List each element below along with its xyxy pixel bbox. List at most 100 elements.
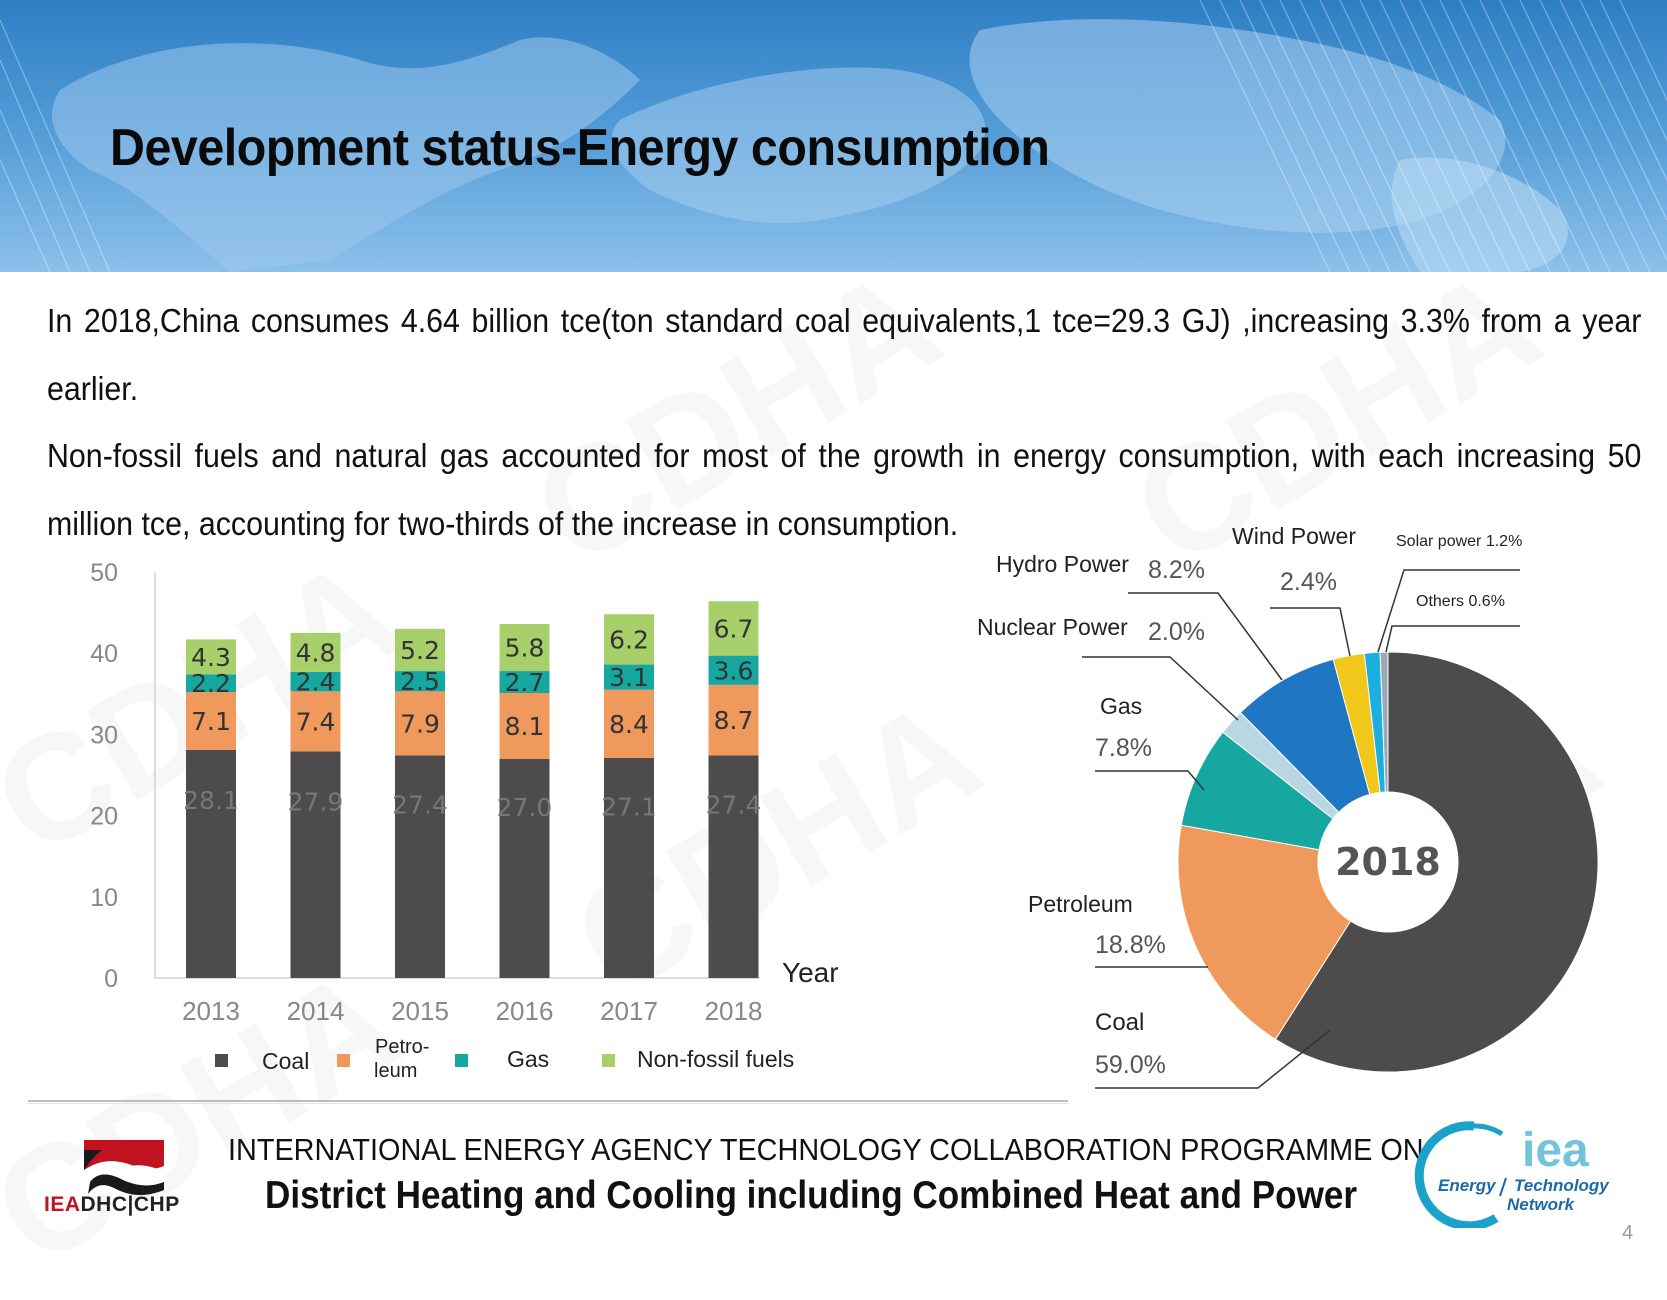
donut-center-label: 2018 bbox=[1335, 840, 1441, 884]
logo-text-iea: IEA bbox=[44, 1193, 81, 1216]
donut-label-petroleum: Petroleum bbox=[1028, 891, 1133, 917]
donut-pct-petroleum: 18.8% bbox=[1095, 931, 1166, 959]
iea-dhc-chp-logo-text: IEADHC|CHP bbox=[44, 1193, 180, 1217]
world-map-graphic bbox=[0, 0, 1667, 272]
bar-segment-non-fossil-fuels-2018 bbox=[708, 601, 759, 656]
x-tick-label: 2016 bbox=[496, 996, 554, 1026]
bar-segment-petro-leum-2017 bbox=[604, 689, 654, 758]
iea-logo-main: iea bbox=[1522, 1124, 1589, 1177]
donut-label-nuclear: Nuclear Power bbox=[977, 614, 1128, 640]
donut-label-hydro: Hydro Power bbox=[996, 551, 1129, 577]
footer-divider-shadow bbox=[28, 1103, 1068, 1104]
x-tick-label: 2018 bbox=[705, 996, 763, 1026]
bar-segment-non-fossil-fuels-2013 bbox=[186, 639, 236, 675]
legend-swatch-non-fossil bbox=[602, 1054, 615, 1067]
bar-value-label: 2.7 bbox=[505, 668, 545, 697]
bar-segment-petro-leum-2013 bbox=[186, 692, 236, 750]
bar-segment-coal-2015 bbox=[395, 755, 445, 978]
bar-segment-gas-2013 bbox=[186, 674, 236, 693]
body-paragraph-1: In 2018,China consumes 4.64 billion tce(… bbox=[47, 302, 1642, 407]
iea-logo-network: Network bbox=[1507, 1195, 1576, 1214]
legend-label-petroleum-1: Petro- bbox=[375, 1036, 430, 1058]
iea-energy-technology-network-logo: iea Energy Technology Network bbox=[1414, 1121, 1610, 1228]
y-tick-label: 50 bbox=[90, 559, 118, 587]
bar-value-label: 3.1 bbox=[609, 663, 649, 692]
x-tick-label: 2015 bbox=[391, 996, 449, 1026]
donut-label-gas: Gas bbox=[1100, 693, 1142, 719]
bar-value-label: 6.2 bbox=[609, 625, 649, 654]
bar-value-label: 3.6 bbox=[714, 656, 754, 685]
x-tick-label: 2013 bbox=[182, 996, 240, 1026]
bar-segment-non-fossil-fuels-2017 bbox=[604, 614, 654, 665]
bar-segment-coal-2018 bbox=[708, 755, 759, 978]
bar-segment-non-fossil-fuels-2016 bbox=[499, 623, 550, 672]
bar-value-label: 2.5 bbox=[400, 667, 440, 696]
donut-pct-hydro: 8.2% bbox=[1148, 556, 1205, 584]
y-tick-label: 10 bbox=[90, 884, 118, 912]
bar-value-label: 5.8 bbox=[505, 634, 545, 663]
y-tick-label: 0 bbox=[104, 965, 118, 993]
iea-logo-technology: Technology bbox=[1514, 1176, 1610, 1195]
bar-segment-petro-leum-2016 bbox=[499, 692, 550, 759]
bar-segment-gas-2016 bbox=[499, 671, 550, 693]
bar-value-label: 7.1 bbox=[191, 707, 231, 736]
bar-value-label: 5.2 bbox=[400, 636, 440, 665]
iea-logo-energy: Energy bbox=[1438, 1176, 1497, 1195]
x-tick-label: 2017 bbox=[600, 996, 658, 1026]
y-tick-label: 40 bbox=[90, 640, 118, 668]
bar-value-label: 6.7 bbox=[714, 614, 754, 643]
leader-line bbox=[1082, 656, 1239, 721]
bar-value-label: 4.8 bbox=[296, 638, 336, 667]
donut-hole bbox=[1318, 792, 1458, 932]
bar-value-label: 27.4 bbox=[392, 790, 448, 819]
leader-line bbox=[1095, 770, 1205, 791]
bar-value-label: 2.2 bbox=[191, 669, 231, 698]
bar-segment-non-fossil-fuels-2015 bbox=[395, 628, 445, 672]
legend-swatch-coal bbox=[215, 1054, 228, 1067]
bar-value-label: 2.4 bbox=[296, 668, 336, 697]
bar-value-label: 27.0 bbox=[497, 793, 553, 822]
bar-value-label: 27.4 bbox=[706, 790, 762, 819]
slide-title: Development status-Energy consumption bbox=[110, 119, 1050, 177]
leader-line bbox=[1385, 625, 1520, 653]
leader-line bbox=[1128, 592, 1283, 681]
bar-segment-petro-leum-2014 bbox=[290, 691, 341, 752]
bar-segment-coal-2013 bbox=[186, 749, 236, 978]
donut-label-wind: Wind Power bbox=[1232, 523, 1356, 549]
bar-value-label: 7.9 bbox=[400, 709, 440, 738]
bar-segment-petro-leum-2018 bbox=[708, 684, 759, 756]
bar-segment-coal-2016 bbox=[499, 758, 550, 978]
bar-value-label: 28.1 bbox=[183, 786, 239, 815]
donut-label-solar: Solar power 1.2% bbox=[1396, 533, 1522, 550]
leader-line bbox=[1377, 569, 1520, 653]
bar-segment-gas-2018 bbox=[708, 655, 759, 685]
legend-swatch-petroleum bbox=[337, 1054, 350, 1067]
bar-segment-coal-2014 bbox=[290, 751, 341, 978]
bar-segment-gas-2015 bbox=[395, 671, 445, 692]
donut-pct-coal: 59.0% bbox=[1095, 1051, 1166, 1079]
footer-programme-line: INTERNATIONAL ENERGY AGENCY TECHNOLOGY C… bbox=[228, 1132, 1424, 1167]
x-axis-title: Year bbox=[782, 957, 839, 988]
bar-segment-petro-leum-2015 bbox=[395, 691, 445, 756]
bar-value-label: 8.4 bbox=[609, 710, 649, 739]
legend-swatch-gas bbox=[455, 1054, 468, 1067]
footer-programme-name: District Heating and Cooling including C… bbox=[265, 1174, 1358, 1217]
legend-label-coal: Coal bbox=[262, 1048, 310, 1074]
bar-chart-legend: Coal Petro- leum Gas Non-fossil fuels bbox=[215, 1036, 815, 1090]
bar-value-label: 7.4 bbox=[296, 707, 336, 736]
donut-pct-gas: 7.8% bbox=[1095, 734, 1152, 762]
leader-line bbox=[1270, 607, 1351, 657]
bar-segment-non-fossil-fuels-2014 bbox=[290, 632, 341, 672]
donut-label-coal: Coal bbox=[1095, 1009, 1144, 1036]
logo-text-dhc-chp: DHC|CHP bbox=[80, 1193, 180, 1216]
y-tick-label: 20 bbox=[90, 803, 118, 831]
leader-line bbox=[1095, 1029, 1331, 1089]
y-tick-label: 30 bbox=[90, 721, 118, 749]
bar-value-label: 4.3 bbox=[191, 643, 231, 672]
bar-segment-gas-2017 bbox=[604, 664, 654, 690]
legend-label-non-fossil: Non-fossil fuels bbox=[637, 1046, 795, 1072]
donut-pct-wind: 2.4% bbox=[1280, 568, 1337, 596]
iea-dhc-chp-logo bbox=[84, 1140, 164, 1196]
page-number: 4 bbox=[1622, 1222, 1634, 1244]
